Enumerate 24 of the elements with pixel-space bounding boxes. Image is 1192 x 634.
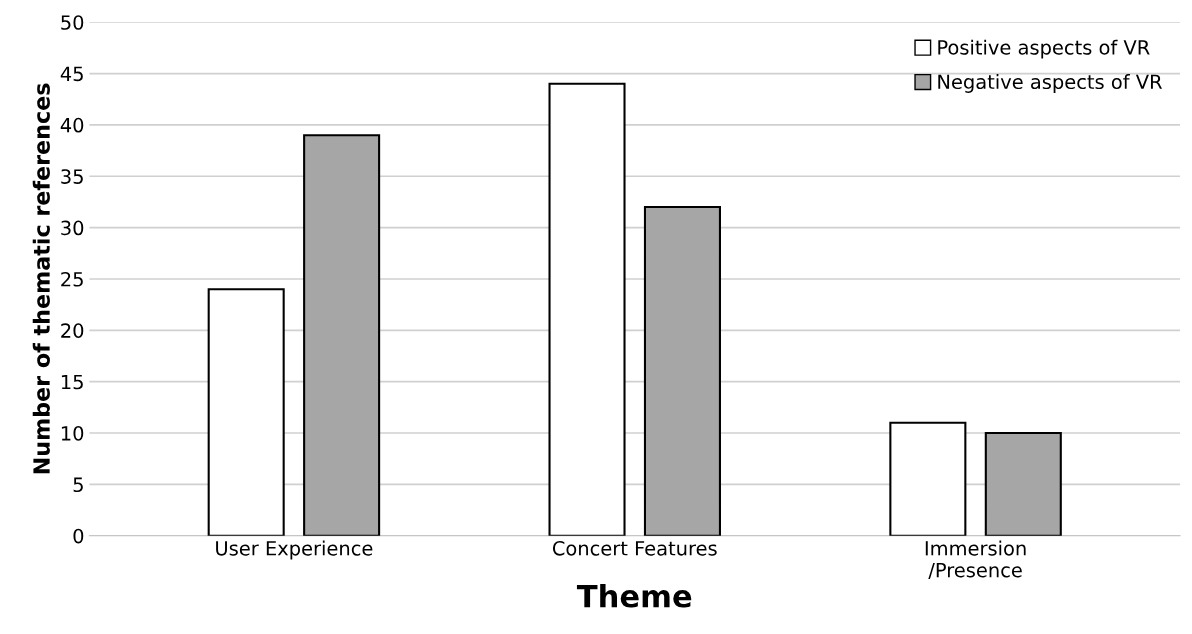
bar <box>643 206 721 536</box>
y-tick-label: 20 <box>61 323 84 338</box>
bar <box>548 82 626 536</box>
y-tick-label: 50 <box>61 15 84 30</box>
y-tick-label: 40 <box>60 117 84 133</box>
bar <box>889 421 967 536</box>
x-tick-label: User Experience <box>216 540 373 560</box>
y-tick-label: 10 <box>61 425 84 441</box>
x-tick-label: Immersion /Presence <box>925 540 1026 579</box>
x-tick-label: Concert Features <box>552 540 717 556</box>
y-tick-label: 15 <box>61 374 83 390</box>
y-tick-label: 30 <box>61 220 84 236</box>
y-tick-label: 5 <box>73 477 83 493</box>
legend-label: Positive aspects of VR <box>938 39 1150 59</box>
bar <box>303 134 381 536</box>
bar <box>984 431 1062 536</box>
y-tick-label: 45 <box>60 66 83 82</box>
y-tick-label: 25 <box>61 271 83 287</box>
x-axis-title: Theme <box>576 583 692 608</box>
bar <box>207 288 285 536</box>
y-tick-label: 35 <box>61 169 83 184</box>
y-axis-title: Number of thematic references <box>32 83 50 474</box>
y-tick-label: 0 <box>73 528 84 544</box>
legend-label: Negative aspects of VR <box>938 74 1163 93</box>
